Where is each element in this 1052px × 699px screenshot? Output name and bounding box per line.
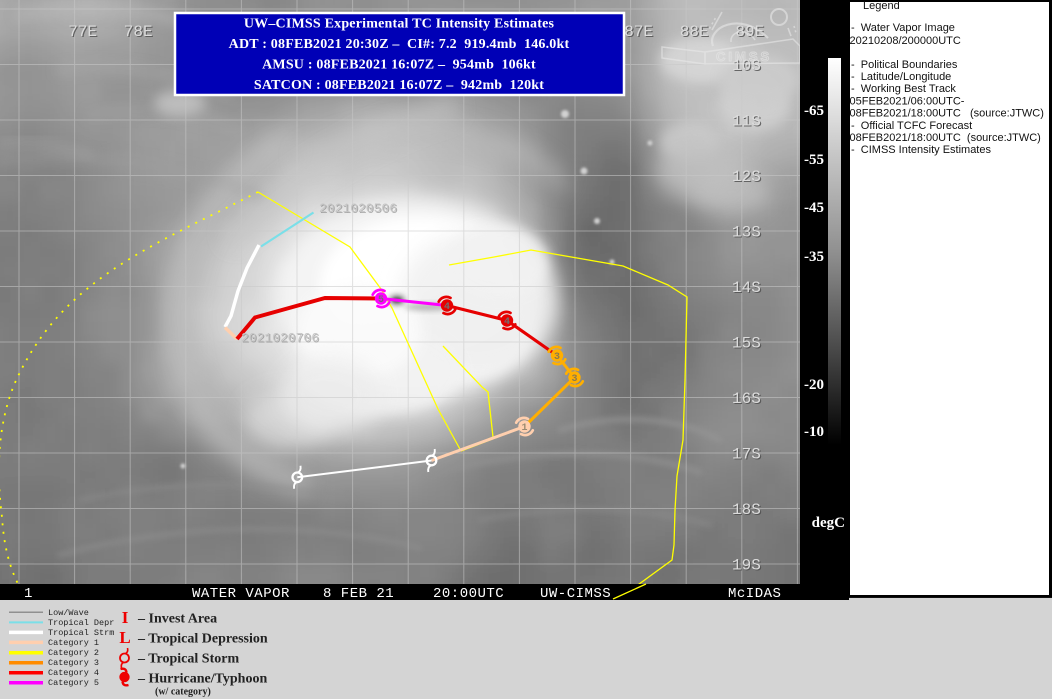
svg-text:15S: 15S — [733, 336, 762, 354]
svg-text:– Invest Area: – Invest Area — [137, 612, 217, 627]
svg-text:-55: -55 — [804, 152, 824, 168]
svg-text:77E: 77E — [69, 24, 98, 42]
svg-text:78E: 78E — [125, 24, 154, 42]
svg-text:– Tropical Depression: – Tropical Depression — [137, 632, 268, 647]
svg-text:20:00UTC: 20:00UTC — [433, 586, 504, 602]
svg-text:10S: 10S — [732, 57, 761, 75]
svg-text:(w/ category): (w/ category) — [155, 687, 211, 698]
svg-text:Category 3: Category 3 — [48, 658, 99, 668]
svg-text:89E: 89E — [737, 24, 766, 42]
svg-text:8 FEB 21: 8 FEB 21 — [323, 586, 394, 602]
svg-text:17S: 17S — [733, 447, 762, 465]
svg-text:88E: 88E — [680, 23, 709, 41]
svg-text:19S: 19S — [733, 558, 762, 576]
svg-text:CIMSS: CIMSS — [716, 49, 772, 64]
svg-text:05FEB2021/06:00UTC-: 05FEB2021/06:00UTC- — [850, 96, 965, 108]
svg-text:McIDAS: McIDAS — [728, 586, 781, 602]
svg-text:20210208/200000UTC: 20210208/200000UTC — [850, 35, 961, 47]
svg-text:16S: 16S — [732, 390, 761, 408]
svg-text:08FEB2021/18:00UTC (source:J: 08FEB2021/18:00UTC (source:JTWC) — [850, 108, 1044, 120]
svg-text:4: 4 — [444, 302, 450, 313]
svg-text:Tropical Depr: Tropical Depr — [48, 618, 114, 628]
svg-text:3: 3 — [554, 352, 560, 363]
svg-text:UW-CIMSS: UW-CIMSS — [540, 586, 611, 602]
svg-text:12S: 12S — [732, 168, 761, 186]
svg-text:15S: 15S — [732, 335, 761, 353]
svg-text:SATCON : 08FEB2021 16:07Z – 9: SATCON : 08FEB2021 16:07Z – 942mb 120kt — [254, 78, 544, 93]
svg-text:- Water Vapor Image: - Water Vapor Image — [851, 22, 955, 34]
svg-text:16S: 16S — [733, 391, 762, 409]
svg-text:14S: 14S — [732, 279, 761, 297]
svg-text:- Latitude/Longitude: - Latitude/Longitude — [851, 71, 951, 83]
svg-text:3: 3 — [571, 374, 577, 385]
svg-text:08FEB2021/18:00UTC (source:JT: 08FEB2021/18:00UTC (source:JTWC) — [850, 132, 1041, 144]
svg-text:Category 2: Category 2 — [48, 648, 99, 658]
svg-text:2021020706: 2021020706 — [241, 331, 319, 346]
svg-text:87E: 87E — [624, 23, 653, 41]
svg-text:88E: 88E — [681, 24, 710, 42]
svg-text:I: I — [122, 608, 129, 627]
svg-text:Category 1: Category 1 — [48, 638, 99, 648]
svg-text:- CIMSS Intensity Estimates: - CIMSS Intensity Estimates — [851, 144, 991, 156]
svg-text:-45: -45 — [804, 200, 824, 216]
svg-text:AMSU : 08FEB2021 16:07Z – 954: AMSU : 08FEB2021 16:07Z – 954mb 106kt — [262, 58, 536, 73]
svg-text:Legend: Legend — [863, 0, 900, 12]
svg-text:87E: 87E — [625, 24, 654, 42]
svg-text:89E: 89E — [735, 23, 764, 41]
svg-text:Category 5: Category 5 — [48, 678, 99, 688]
svg-text:-10: -10 — [804, 424, 824, 440]
svg-text:– Tropical Storm: – Tropical Storm — [137, 652, 239, 667]
svg-text:Tropical Strm: Tropical Strm — [48, 628, 114, 638]
svg-text:UW–CIMSS Experimental TC Inten: UW–CIMSS Experimental TC Intensity Estim… — [244, 17, 555, 32]
svg-text:-65: -65 — [804, 103, 824, 119]
svg-text:- Official TCFC Forecast: - Official TCFC Forecast — [851, 120, 972, 132]
svg-text:2021020706: 2021020706 — [242, 332, 320, 347]
svg-text:1: 1 — [521, 423, 527, 434]
svg-text:14S: 14S — [733, 280, 762, 298]
svg-text:2021020506: 2021020506 — [320, 202, 398, 217]
svg-text:10S: 10S — [733, 58, 762, 76]
svg-text:WATER VAPOR: WATER VAPOR — [192, 586, 290, 602]
svg-text:- Working Best Track: - Working Best Track — [851, 83, 956, 95]
svg-text:5: 5 — [378, 295, 384, 306]
svg-text:-35: -35 — [804, 249, 824, 265]
svg-text:1: 1 — [24, 586, 33, 602]
svg-text:18S: 18S — [732, 501, 761, 519]
svg-text:11S: 11S — [733, 114, 762, 132]
svg-text:77E: 77E — [68, 23, 97, 41]
svg-text:13S: 13S — [732, 224, 761, 242]
svg-text:2021020506: 2021020506 — [319, 201, 397, 216]
svg-text:78E: 78E — [124, 23, 153, 41]
svg-text:-20: -20 — [804, 377, 824, 393]
svg-text:Low/Wave: Low/Wave — [48, 608, 89, 618]
svg-text:- Political Boundaries: - Political Boundaries — [851, 59, 958, 71]
svg-text:– Hurricane/Typhoon: – Hurricane/Typhoon — [137, 672, 267, 687]
svg-text:L: L — [119, 628, 130, 647]
svg-text:18S: 18S — [733, 502, 762, 520]
svg-text:12S: 12S — [733, 169, 762, 187]
svg-text:17S: 17S — [732, 446, 761, 464]
svg-text:Category 4: Category 4 — [48, 668, 99, 678]
svg-text:19S: 19S — [732, 557, 761, 575]
svg-text:11S: 11S — [732, 113, 761, 131]
svg-text:ADT : 08FEB2021 20:30Z – CI#:: ADT : 08FEB2021 20:30Z – CI#: 7.2 919.4m… — [229, 37, 570, 52]
svg-text:4: 4 — [504, 317, 510, 328]
svg-text:degC: degC — [812, 515, 845, 531]
svg-text:13S: 13S — [733, 225, 762, 243]
